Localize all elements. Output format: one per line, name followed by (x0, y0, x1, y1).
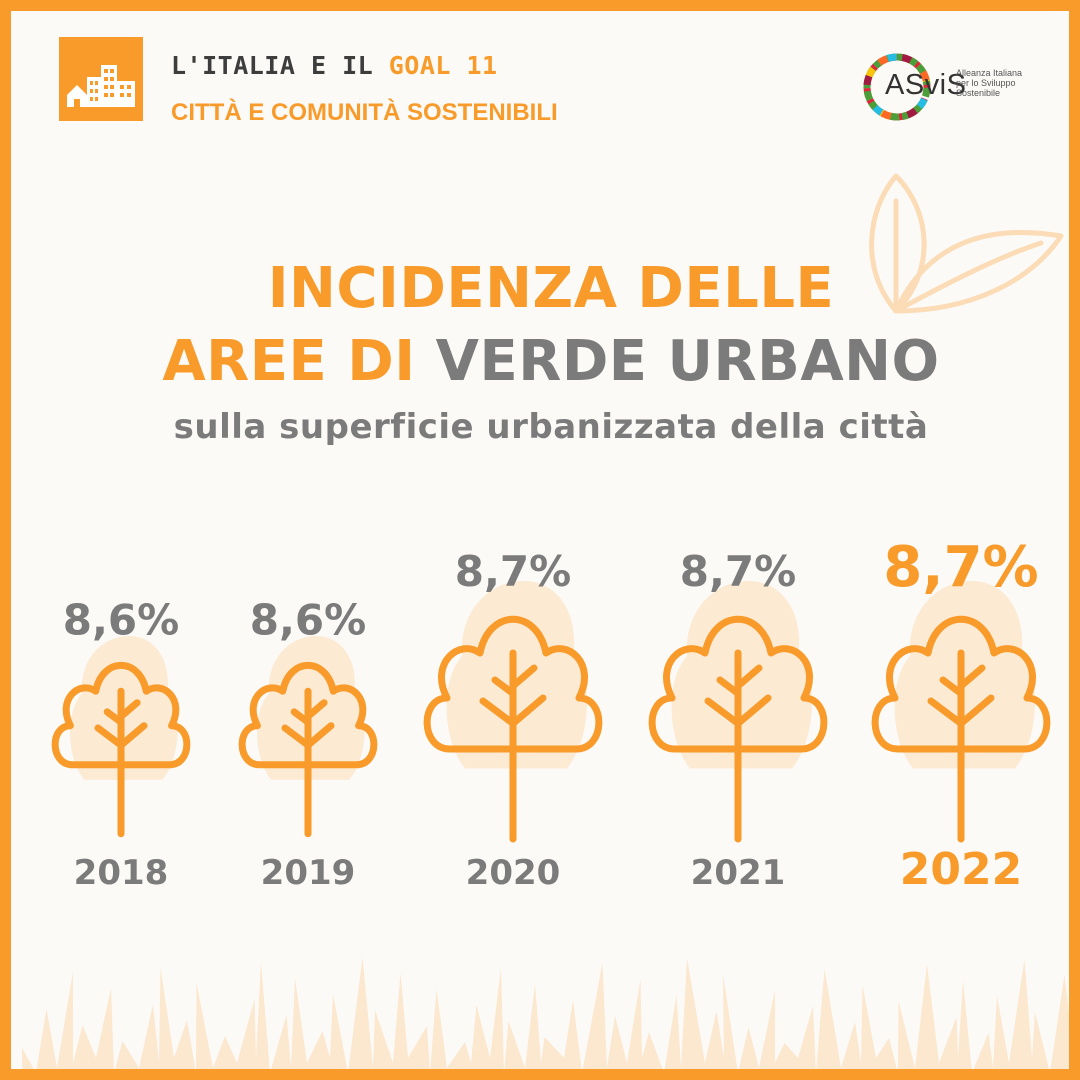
tagline-line: Sostenibile (956, 88, 1001, 98)
main-title: INCIDENZA DELLE (267, 256, 835, 321)
header-subtitle: CITTÀ E COMUNITÀ SOSTENIBILI (171, 99, 558, 126)
grass-blades (22, 957, 1069, 1069)
value-label: 8,7% (455, 547, 571, 596)
year-label: 2019 (261, 853, 356, 893)
tree-branch (117, 699, 141, 720)
tree-branches (927, 649, 995, 843)
grass-icon (22, 957, 1069, 1069)
tree-branch (716, 676, 742, 697)
title-orange-part: AREE DI (162, 329, 436, 394)
year-label: 2018 (74, 853, 169, 893)
header-prefix: L'ITALIA E IL (171, 51, 389, 80)
tree-branch (281, 724, 312, 749)
tree-branch (479, 697, 517, 727)
tree-haze (671, 581, 813, 769)
tree-pictograph-chart: 8,6% 2018 8,6% 2019 8,7% 2020 8,7% 2021 8,7% 2022 (51, 535, 1051, 895)
tree-haze (894, 581, 1036, 769)
tree-crown (51, 662, 191, 769)
tree-branch (704, 697, 742, 727)
city-buildings-icon (59, 37, 143, 121)
tree-icon (51, 636, 191, 838)
tagline-line: per lo Sviluppo (956, 78, 1016, 88)
tree-branch (957, 664, 986, 690)
tree-branch (290, 708, 312, 726)
tree-branch (957, 694, 995, 727)
value-label: 8,6% (250, 596, 366, 645)
header-goal: GOAL 11 (388, 51, 498, 80)
tagline-line: Alleanza Italiana (956, 68, 1023, 78)
title-grey-part: VERDE URBANO (435, 329, 940, 394)
tree-branches (704, 649, 772, 843)
asvis-logo: ASviS Alleanza Italiana per lo Sviluppo … (861, 51, 1069, 123)
tree-crown (648, 615, 828, 753)
tree-branch (734, 694, 772, 727)
tree-branch (509, 664, 538, 690)
tree-branch (304, 722, 335, 749)
asvis-wordmark: ASviS (885, 69, 967, 101)
tree-branch (939, 676, 965, 697)
tree-icon (648, 581, 828, 843)
sdg-wheel-icon (863, 53, 931, 121)
subtitle: sulla superficie urbanizzata della città (173, 407, 929, 447)
tree-branch (491, 676, 517, 697)
tree-branch (509, 694, 547, 727)
year-label: 2022 (900, 844, 1022, 895)
tree-branch (927, 697, 965, 727)
tree-branch (103, 708, 125, 726)
tree-icon (871, 581, 1051, 843)
tree-branches (479, 649, 547, 843)
tree-branches (281, 687, 335, 838)
header-title: L'ITALIA E IL GOAL 11 (171, 51, 498, 80)
year-label: 2021 (691, 853, 786, 893)
year-label: 2020 (466, 853, 561, 893)
value-label: 8,6% (63, 596, 179, 645)
tree-branch (304, 699, 328, 720)
tree-branches (94, 687, 148, 838)
tree-crown (238, 662, 378, 769)
asvis-tagline: Alleanza Italiana per lo Sviluppo Sosten… (956, 68, 1066, 98)
tree-haze (446, 581, 588, 769)
leaves-icon (869, 173, 1064, 314)
tree-icon (423, 581, 603, 843)
main-title-line2: AREE DI VERDE URBANO (11, 329, 1069, 394)
tree-branch (117, 722, 148, 749)
tree-crown (871, 615, 1051, 753)
value-label: 8,7% (680, 547, 796, 596)
tree-crown (423, 615, 603, 753)
value-label: 8,7% (883, 535, 1038, 600)
tree-branch (94, 724, 125, 749)
tree-icon (238, 636, 378, 838)
tree-branch (734, 664, 763, 690)
